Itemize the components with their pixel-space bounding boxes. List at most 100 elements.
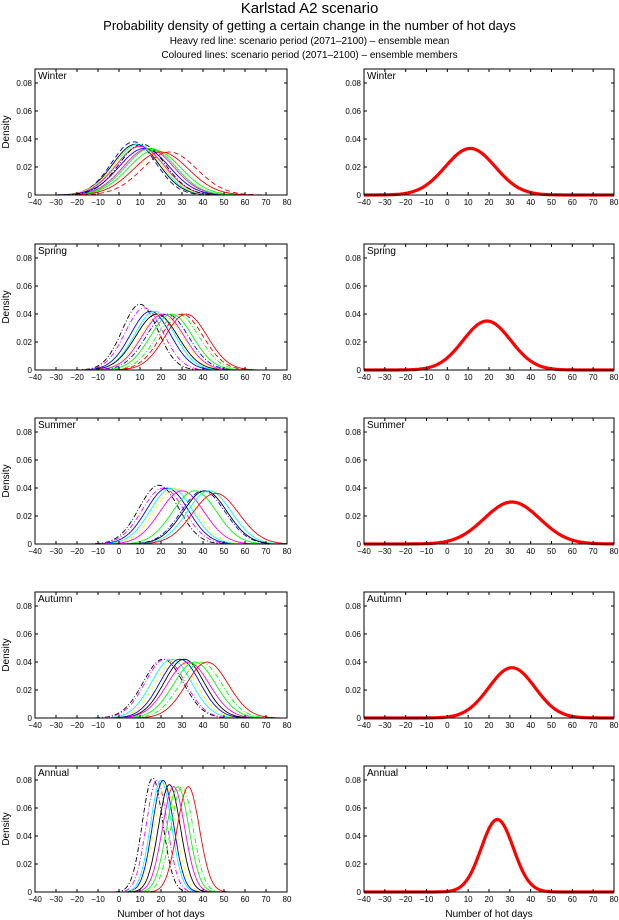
x-tick-label: 40 [526, 895, 535, 904]
x-tick-label: 20 [157, 721, 166, 730]
member-line-7 [35, 786, 287, 893]
y-tick-label: 0 [28, 366, 33, 375]
x-tick-label: 40 [199, 895, 208, 904]
y-tick-label: 0.02 [16, 686, 32, 695]
season-label: Annual [367, 768, 398, 779]
x-tick-label: −10 [91, 895, 105, 904]
x-tick-label: −40 [357, 198, 371, 207]
x-axis-label: Number of hot days [445, 909, 532, 920]
x-tick-label: 50 [547, 198, 556, 207]
y-axis-label: Density [1, 464, 12, 497]
x-tick-label: −20 [399, 895, 413, 904]
y-tick-label: 0.04 [16, 658, 32, 667]
x-tick-label: 70 [262, 721, 271, 730]
y-tick-label: 0.02 [345, 512, 361, 521]
y-tick-label: 0.02 [345, 686, 361, 695]
plot-frame [363, 243, 615, 371]
member-line-9 [35, 149, 287, 196]
x-tick-label: 70 [262, 895, 271, 904]
y-axis-label: Density [1, 115, 12, 148]
x-tick-label: 10 [136, 198, 145, 207]
x-tick-label: 0 [117, 721, 122, 730]
member-line-9 [35, 661, 287, 719]
y-tick-label: 0.06 [345, 282, 361, 291]
y-tick-label: 0.08 [345, 428, 361, 437]
x-tick-label: 60 [241, 895, 250, 904]
y-tick-label: 0.06 [16, 456, 32, 465]
x-tick-label: −10 [420, 547, 434, 556]
x-tick-label: 0 [445, 198, 450, 207]
member-line-12 [35, 313, 287, 371]
x-tick-label: 60 [241, 373, 250, 382]
x-tick-label: 40 [526, 198, 535, 207]
y-tick-label: 0.02 [16, 860, 32, 869]
x-tick-label: −30 [378, 547, 392, 556]
plot-frame [34, 68, 288, 196]
note-mean: Heavy red line: scenario period (2071–21… [169, 36, 450, 47]
x-tick-label: −40 [357, 373, 371, 382]
x-tick-label: −40 [28, 895, 42, 904]
panel-winter-members: −40 −30 −20 −10 0 10 20 30 40 50 60 70 80 0 0.02 0.04 0.… [1, 68, 292, 207]
y-tick-label: 0.08 [345, 602, 361, 611]
y-axis-label: Density [1, 290, 12, 323]
y-tick-label: 0 [357, 191, 362, 200]
x-tick-label: 80 [283, 895, 292, 904]
x-tick-label: 60 [568, 895, 577, 904]
member-line-2 [35, 307, 287, 371]
x-tick-label: −30 [378, 373, 392, 382]
x-tick-label: −10 [91, 373, 105, 382]
x-tick-label: 20 [157, 373, 166, 382]
x-tick-label: 20 [157, 547, 166, 556]
x-tick-label: 10 [464, 373, 473, 382]
y-tick-label: 0.06 [16, 282, 32, 291]
x-tick-label: 70 [262, 373, 271, 382]
x-tick-label: 50 [547, 721, 556, 730]
y-axis-label: Density [1, 638, 12, 671]
x-tick-label: 80 [610, 198, 619, 207]
plot-frame [363, 68, 615, 196]
season-label: Winter [38, 71, 68, 82]
x-tick-label: 60 [568, 721, 577, 730]
y-tick-label: 0.04 [345, 135, 361, 144]
y-tick-label: 0.08 [16, 428, 32, 437]
x-tick-label: 10 [136, 895, 145, 904]
y-tick-label: 0.02 [16, 338, 32, 347]
x-tick-label: 30 [178, 547, 187, 556]
x-tick-label: 0 [445, 373, 450, 382]
x-tick-label: 40 [526, 721, 535, 730]
x-tick-label: 40 [199, 198, 208, 207]
y-tick-label: 0 [28, 191, 33, 200]
x-tick-label: 0 [445, 895, 450, 904]
x-tick-label: −30 [49, 198, 63, 207]
x-tick-label: 60 [568, 547, 577, 556]
x-tick-label: 20 [157, 198, 166, 207]
ensemble-mean-line [364, 500, 615, 546]
y-tick-label: 0.04 [345, 658, 361, 667]
x-tick-label: −20 [70, 895, 84, 904]
x-tick-label: 40 [199, 373, 208, 382]
member-line-8 [35, 786, 287, 893]
y-tick-label: 0 [357, 888, 362, 897]
x-tick-label: 50 [547, 895, 556, 904]
member-line-8 [35, 661, 287, 719]
season-label: Autumn [38, 594, 72, 605]
y-tick-label: 0.04 [345, 310, 361, 319]
x-tick-label: −20 [399, 547, 413, 556]
member-line-8 [35, 148, 287, 196]
x-tick-label: 60 [241, 721, 250, 730]
note-members: Coloured lines: scenario period (2071–21… [161, 50, 458, 61]
x-tick-label: −20 [70, 373, 84, 382]
plot-frame [34, 765, 288, 893]
x-tick-label: 30 [178, 721, 187, 730]
x-tick-label: 50 [220, 373, 229, 382]
x-tick-label: 50 [547, 373, 556, 382]
y-tick-label: 0.08 [16, 254, 32, 263]
x-tick-label: 30 [505, 373, 514, 382]
y-tick-label: 0.04 [16, 310, 32, 319]
y-tick-label: 0.06 [345, 456, 361, 465]
x-tick-label: 0 [117, 547, 122, 556]
x-tick-label: −20 [399, 373, 413, 382]
x-tick-label: −10 [91, 198, 105, 207]
x-tick-label: 50 [220, 547, 229, 556]
